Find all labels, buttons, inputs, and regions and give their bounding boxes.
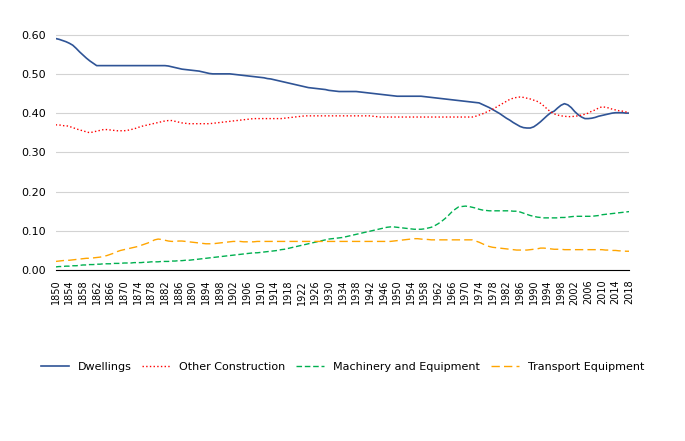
Line: Transport Equipment: Transport Equipment: [55, 239, 630, 262]
Other Construction: [625, 110, 634, 115]
Transport Equipment: [206, 241, 214, 247]
Transport Equipment: [410, 236, 419, 241]
Line: Machinery and Equipment: Machinery and Equipment: [55, 206, 630, 267]
Other Construction: [516, 94, 524, 100]
Other Construction: [547, 109, 555, 115]
Machinery and Equipment: [502, 208, 510, 213]
Line: Dwellings: Dwellings: [55, 38, 630, 128]
Transport Equipment: [543, 246, 551, 251]
Dwellings: [523, 125, 531, 131]
Dwellings: [277, 78, 285, 84]
Transport Equipment: [512, 247, 521, 253]
Other Construction: [86, 130, 94, 135]
Machinery and Equipment: [625, 209, 634, 214]
Other Construction: [51, 122, 60, 127]
Dwellings: [499, 113, 507, 119]
Other Construction: [605, 105, 613, 111]
Dwellings: [601, 112, 610, 117]
Dwellings: [51, 36, 60, 41]
Transport Equipment: [51, 259, 60, 264]
Legend: Dwellings, Other Construction, Machinery and Equipment, Transport Equipment: Dwellings, Other Construction, Machinery…: [36, 357, 649, 377]
Machinery and Equipment: [51, 264, 60, 269]
Machinery and Equipment: [461, 203, 469, 209]
Machinery and Equipment: [543, 215, 551, 220]
Dwellings: [509, 120, 517, 125]
Other Construction: [280, 116, 288, 121]
Machinery and Equipment: [206, 255, 214, 261]
Dwellings: [625, 110, 634, 116]
Transport Equipment: [502, 246, 510, 251]
Other Construction: [209, 121, 217, 126]
Transport Equipment: [601, 247, 610, 253]
Dwellings: [206, 71, 214, 76]
Machinery and Equipment: [277, 247, 285, 252]
Other Construction: [502, 99, 510, 104]
Line: Other Construction: Other Construction: [55, 97, 630, 133]
Transport Equipment: [625, 249, 634, 254]
Other Construction: [512, 95, 521, 100]
Machinery and Equipment: [512, 209, 521, 214]
Dwellings: [543, 113, 551, 118]
Transport Equipment: [277, 239, 285, 244]
Machinery and Equipment: [601, 212, 610, 217]
